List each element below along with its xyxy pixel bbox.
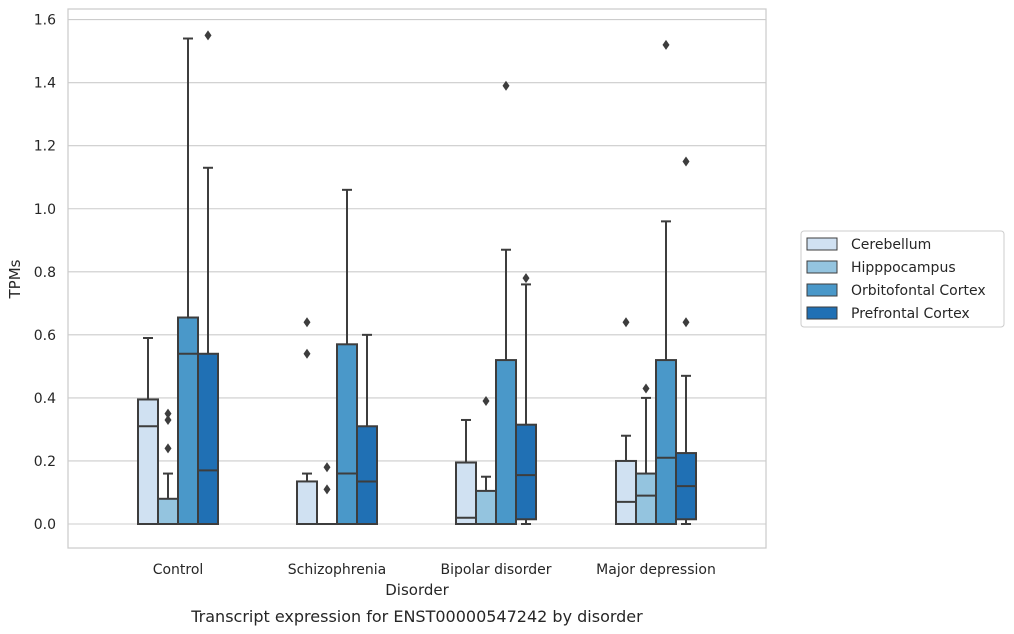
box-3-0	[615, 317, 637, 526]
x-axis-label: Disorder	[385, 581, 449, 599]
y-tick-label: 0.2	[34, 454, 56, 470]
y-tick-labels: 0.0 0.2 0.4 0.6 0.8 1.0 1.2 1.4 1.6	[34, 13, 56, 533]
box-3-1	[635, 383, 657, 525]
chart-caption: Transcript expression for ENST0000054724…	[190, 607, 643, 626]
legend-label: Cerebellum	[851, 237, 931, 253]
y-tick-label: 1.4	[34, 76, 56, 92]
outlier-point	[622, 317, 630, 328]
box-3-2	[655, 39, 677, 525]
box-body	[615, 459, 637, 526]
legend-label: Orbitofontal Cortex	[851, 283, 986, 299]
outlier-point	[164, 408, 172, 419]
box-3-3	[675, 156, 697, 525]
outlier-point	[303, 348, 311, 359]
box-1-1	[316, 462, 338, 526]
legend-swatch	[806, 260, 838, 274]
outlier-point	[522, 273, 530, 284]
box-0-1	[157, 408, 179, 525]
box-body	[635, 472, 657, 525]
outlier-point	[164, 414, 172, 425]
box-1-3	[356, 333, 378, 525]
y-tick-label: 1.2	[34, 139, 56, 155]
box-body	[655, 359, 677, 525]
legend-label: Hipppocampus	[851, 260, 956, 276]
box-2-2	[495, 80, 517, 525]
box-body	[475, 489, 497, 525]
outlier-point	[682, 317, 690, 328]
box-body	[336, 343, 358, 525]
outlier-point	[662, 39, 670, 50]
box-body	[177, 316, 199, 526]
y-tick-label: 0.8	[34, 265, 56, 281]
outlier-point	[323, 462, 331, 473]
outlier-point	[303, 317, 311, 328]
box-body	[157, 497, 179, 525]
y-tick-label: 0.6	[34, 328, 56, 344]
outlier-point	[204, 30, 212, 41]
outlier-point	[323, 484, 331, 495]
y-tick-label: 1.0	[34, 202, 56, 218]
box-2-1	[475, 396, 497, 525]
legend: Cerebellum Hipppocampus Orbitofontal Corte…	[800, 230, 1005, 328]
outlier-point	[502, 80, 510, 91]
box-0-3	[197, 30, 219, 526]
legend-swatch	[806, 283, 838, 297]
box-1-0	[296, 317, 318, 526]
outlier-point	[482, 396, 490, 407]
box-1-2	[336, 188, 358, 525]
x-tick-label: Major depression	[596, 562, 716, 578]
y-tick-label: 0.4	[34, 391, 56, 407]
box-0-0	[137, 337, 159, 526]
box-body	[495, 359, 517, 525]
box-2-0	[455, 418, 477, 525]
box-body	[296, 480, 318, 526]
legend-frame	[800, 230, 1005, 328]
y-tick-label: 1.6	[34, 13, 56, 29]
legend-swatch	[806, 237, 838, 251]
box-body	[455, 461, 477, 525]
box-layer	[137, 30, 697, 526]
box-2-3	[515, 273, 537, 525]
box-0-2	[177, 37, 199, 526]
box-body	[515, 423, 537, 521]
y-axis-label: TPMs	[6, 259, 24, 299]
box-body	[197, 352, 219, 526]
x-tick-label: Schizophrenia	[288, 562, 386, 578]
box-body	[356, 425, 378, 525]
legend-item: Cerebellum	[806, 237, 931, 253]
legend-item: Hipppocampus	[806, 260, 956, 276]
outlier-point	[642, 383, 650, 394]
outlier-point	[164, 443, 172, 454]
plot-frame	[67, 8, 767, 549]
legend-swatch	[806, 306, 838, 320]
box-body	[137, 398, 159, 526]
legend-label: Prefrontal Cortex	[851, 306, 970, 322]
legend-item: Prefrontal Cortex	[806, 306, 970, 322]
outlier-point	[682, 156, 690, 167]
x-tick-label: Control	[153, 562, 204, 578]
x-tick-labels: Control Schizophrenia Bipolar disorder Majo…	[153, 562, 716, 578]
legend-item: Orbitofontal Cortex	[806, 283, 986, 299]
y-tick-label: 0.0	[34, 517, 56, 533]
x-tick-label: Bipolar disorder	[440, 562, 551, 578]
